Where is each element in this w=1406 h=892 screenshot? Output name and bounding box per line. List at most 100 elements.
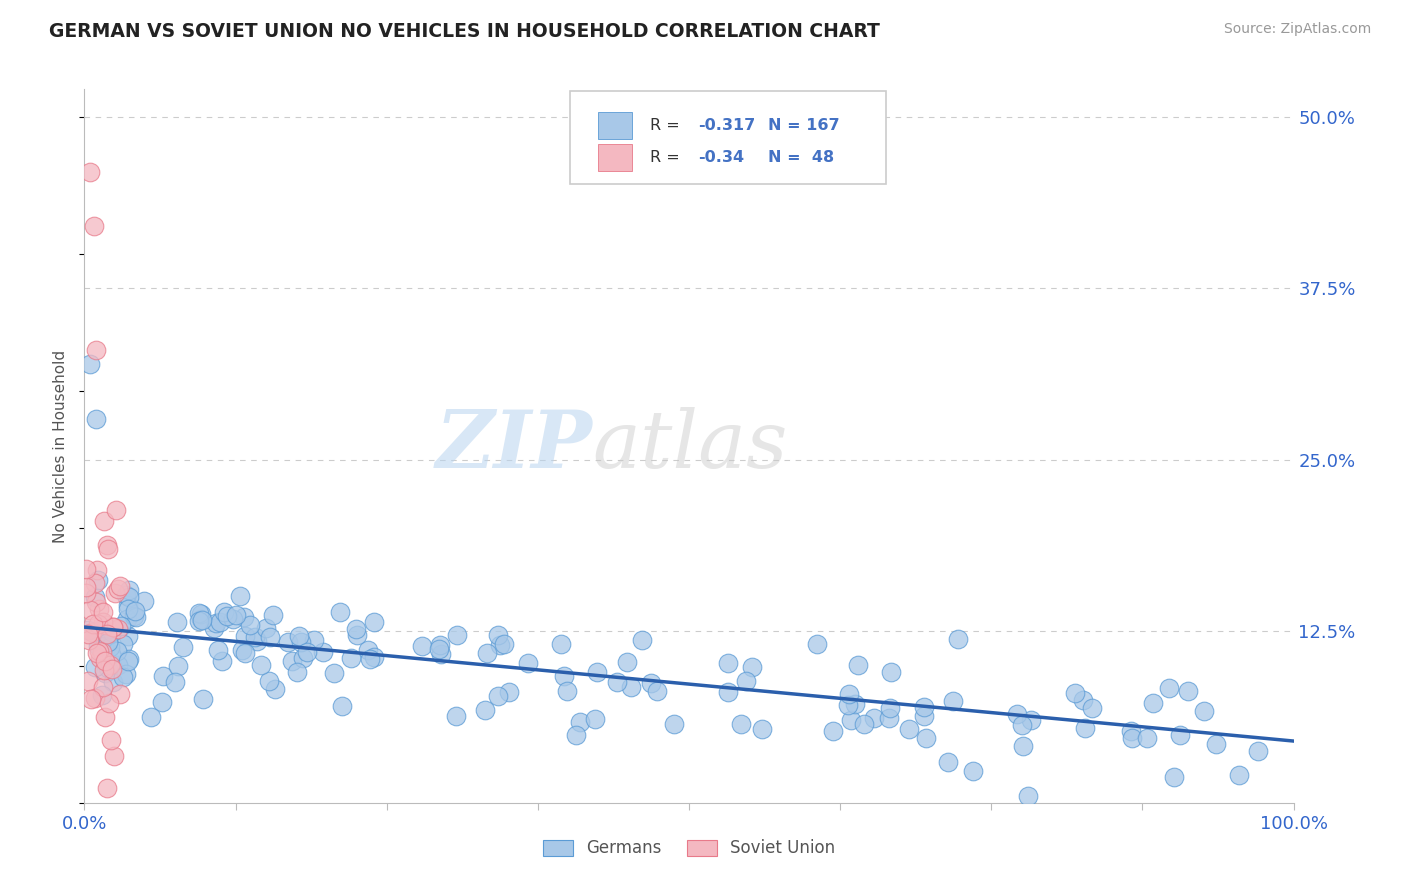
Point xyxy=(877,711,900,725)
Point xyxy=(150,695,173,709)
Point xyxy=(277,635,299,649)
Point xyxy=(912,709,935,723)
Point xyxy=(1205,737,1227,751)
Point xyxy=(208,615,231,630)
Point xyxy=(84,659,107,673)
Point xyxy=(97,661,120,675)
Point xyxy=(474,703,496,717)
Point xyxy=(104,503,127,517)
Point xyxy=(132,594,155,608)
Point xyxy=(96,781,118,796)
Point xyxy=(115,666,138,681)
Point xyxy=(212,605,235,619)
Point xyxy=(1142,696,1164,710)
Point xyxy=(262,607,284,622)
Point xyxy=(117,629,139,643)
Point xyxy=(107,658,129,673)
Point xyxy=(879,700,901,714)
Point xyxy=(107,582,129,597)
Point xyxy=(1011,717,1033,731)
Point xyxy=(492,637,515,651)
Point xyxy=(555,683,578,698)
Point xyxy=(86,411,108,425)
Point xyxy=(101,624,124,639)
Point xyxy=(717,685,740,699)
Point xyxy=(585,665,607,679)
Point xyxy=(96,640,118,655)
Point xyxy=(962,764,984,778)
Point xyxy=(217,609,239,624)
Point xyxy=(838,687,860,701)
Point xyxy=(101,662,124,676)
Point xyxy=(101,620,124,634)
Point xyxy=(191,613,214,627)
Point xyxy=(1063,686,1085,700)
Point xyxy=(84,590,107,604)
Point xyxy=(844,697,866,711)
Point xyxy=(852,717,875,731)
Point xyxy=(110,687,132,701)
Point xyxy=(96,627,118,641)
Point xyxy=(446,628,468,642)
Point xyxy=(411,639,433,653)
Point xyxy=(84,690,107,705)
Point xyxy=(87,643,110,657)
Point xyxy=(259,630,281,644)
Point xyxy=(103,748,125,763)
Point xyxy=(91,622,114,636)
Text: ZIP: ZIP xyxy=(436,408,592,484)
Text: Source: ZipAtlas.com: Source: ZipAtlas.com xyxy=(1223,22,1371,37)
Point xyxy=(117,583,139,598)
Point xyxy=(285,665,308,679)
Point xyxy=(187,607,209,621)
Text: atlas: atlas xyxy=(592,408,787,484)
Point xyxy=(90,645,112,659)
Point xyxy=(245,630,267,644)
Point xyxy=(93,514,115,528)
Point xyxy=(1177,684,1199,698)
Point xyxy=(302,632,325,647)
Point xyxy=(190,607,212,622)
Point xyxy=(1163,770,1185,784)
Point xyxy=(98,658,121,673)
Point xyxy=(568,715,591,730)
Point xyxy=(288,629,311,643)
Point xyxy=(222,612,245,626)
Bar xyxy=(599,112,633,139)
Point xyxy=(172,640,194,654)
Point xyxy=(429,642,451,657)
Bar xyxy=(599,144,633,170)
Point xyxy=(233,610,256,624)
Point xyxy=(166,615,188,629)
Point xyxy=(114,588,136,602)
Point xyxy=(93,680,115,694)
Point xyxy=(430,647,453,661)
Point xyxy=(83,219,105,234)
Point xyxy=(231,642,253,657)
Point xyxy=(205,615,228,630)
Point xyxy=(863,711,886,725)
Point xyxy=(246,634,269,648)
Point xyxy=(91,615,114,629)
Point xyxy=(117,599,139,613)
Point xyxy=(897,722,920,736)
Point xyxy=(103,675,125,690)
Point xyxy=(202,621,225,635)
Point xyxy=(105,643,128,657)
Point xyxy=(98,640,121,655)
Point xyxy=(664,717,686,731)
Point xyxy=(486,689,509,703)
Point xyxy=(1080,701,1102,715)
Point xyxy=(117,601,139,615)
Point xyxy=(942,694,965,708)
Point xyxy=(839,713,862,727)
Point xyxy=(517,656,540,670)
Point xyxy=(1011,739,1033,754)
Point xyxy=(80,691,103,706)
Point xyxy=(118,591,141,605)
Point xyxy=(94,618,117,632)
Text: GERMAN VS SOVIET UNION NO VEHICLES IN HOUSEHOLD CORRELATION CHART: GERMAN VS SOVIET UNION NO VEHICLES IN HO… xyxy=(49,22,880,41)
Point xyxy=(124,604,146,618)
Point xyxy=(90,688,112,702)
Point xyxy=(75,562,97,576)
